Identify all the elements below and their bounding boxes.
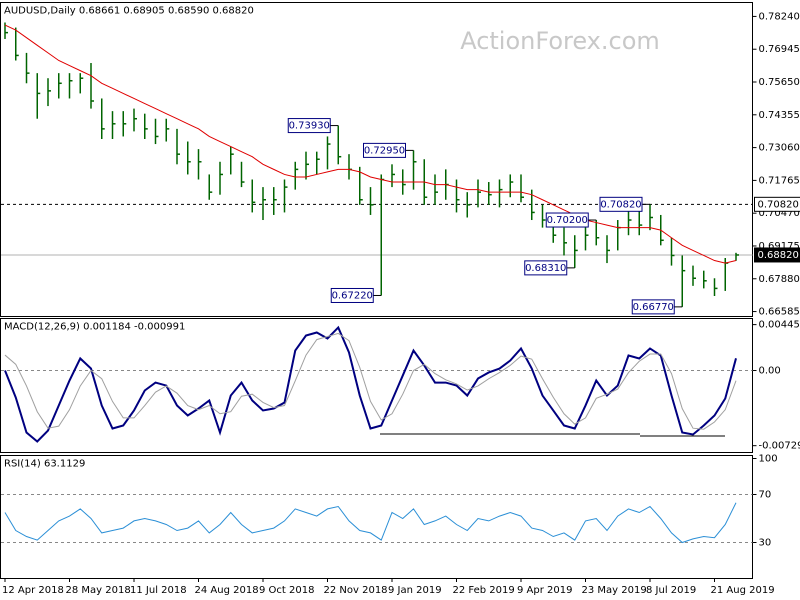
y-tick-label: 0.74355 — [759, 110, 800, 121]
y-tick-label: 0.71765 — [759, 175, 800, 186]
y-tick-label: 0.00 — [759, 366, 781, 377]
level-label-box — [754, 247, 800, 263]
x-tick-label: 24 Aug 2018 — [195, 585, 259, 596]
y-tick-label: 0.004456 — [759, 320, 800, 331]
panel-title: RSI(14) 63.1129 — [4, 459, 85, 470]
level-label: 0.70820 — [758, 199, 799, 210]
annotation-box — [287, 118, 331, 134]
panel-title: AUDUSD,Daily 0.68661 0.68905 0.68590 0.6… — [4, 6, 254, 17]
y-tick-label: 0.78240 — [759, 11, 800, 22]
x-tick-label: 22 Feb 2019 — [453, 585, 515, 596]
annotation-box — [330, 287, 374, 303]
series-line — [4, 24, 737, 264]
y-tick-label: 0.69175 — [759, 241, 800, 252]
panel-title: MACD(12,26,9) 0.001184 -0.000991 — [4, 322, 185, 333]
level-label-box — [754, 196, 800, 212]
y-tick-label: 0.66585 — [759, 307, 800, 318]
annotation-box — [545, 212, 589, 228]
x-tick-label: 9 Jan 2019 — [388, 585, 442, 596]
y-tick-label: 0.76945 — [759, 44, 800, 55]
annotation-label: 0.67220 — [332, 290, 373, 301]
x-tick-label: 9 Apr 2019 — [517, 585, 572, 596]
y-tick-label: 70 — [759, 490, 772, 501]
x-tick-label: 23 May 2019 — [582, 585, 647, 596]
y-tick-label: 0.67880 — [759, 274, 800, 285]
x-tick-label: 12 Apr 2018 — [2, 585, 64, 596]
y-tick-label: 0.75650 — [759, 77, 800, 88]
y-tick-label: 0.73060 — [759, 143, 800, 154]
y-tick-label: 100 — [759, 454, 778, 465]
annotation-label: 0.72950 — [364, 145, 405, 156]
series-line — [4, 325, 737, 443]
level-label: 0.68820 — [758, 250, 799, 261]
x-tick-label: 21 Aug 2019 — [711, 585, 775, 596]
annotation-box — [599, 196, 643, 212]
annotation-box — [631, 299, 675, 315]
x-tick-label: 8 Jul 2019 — [646, 585, 696, 596]
annotation-box — [363, 142, 406, 158]
annotation-label: 0.66770 — [633, 302, 674, 313]
price-pane — [0, 2, 753, 317]
series-line — [4, 332, 737, 430]
y-tick-label: 0.70470 — [759, 208, 800, 219]
x-tick-label: 22 Nov 2018 — [324, 585, 388, 596]
x-tick-label: 9 Oct 2018 — [259, 585, 314, 596]
y-tick-label: -0.007298 — [759, 441, 800, 452]
rsi-pane — [0, 455, 753, 579]
annotation-box — [524, 260, 568, 276]
macd-pane — [0, 318, 753, 453]
annotation-label: 0.68310 — [525, 263, 566, 274]
x-tick-label: 28 May 2018 — [66, 585, 131, 596]
annotation-label: 0.73930 — [289, 121, 330, 132]
watermark: ActionForex.com — [460, 27, 660, 55]
y-tick-label: 30 — [759, 538, 772, 549]
series-line — [4, 502, 737, 544]
annotation-label: 0.70820 — [600, 199, 641, 210]
annotation-label: 0.70200 — [547, 215, 588, 226]
x-tick-label: 11 Jul 2018 — [130, 585, 187, 596]
